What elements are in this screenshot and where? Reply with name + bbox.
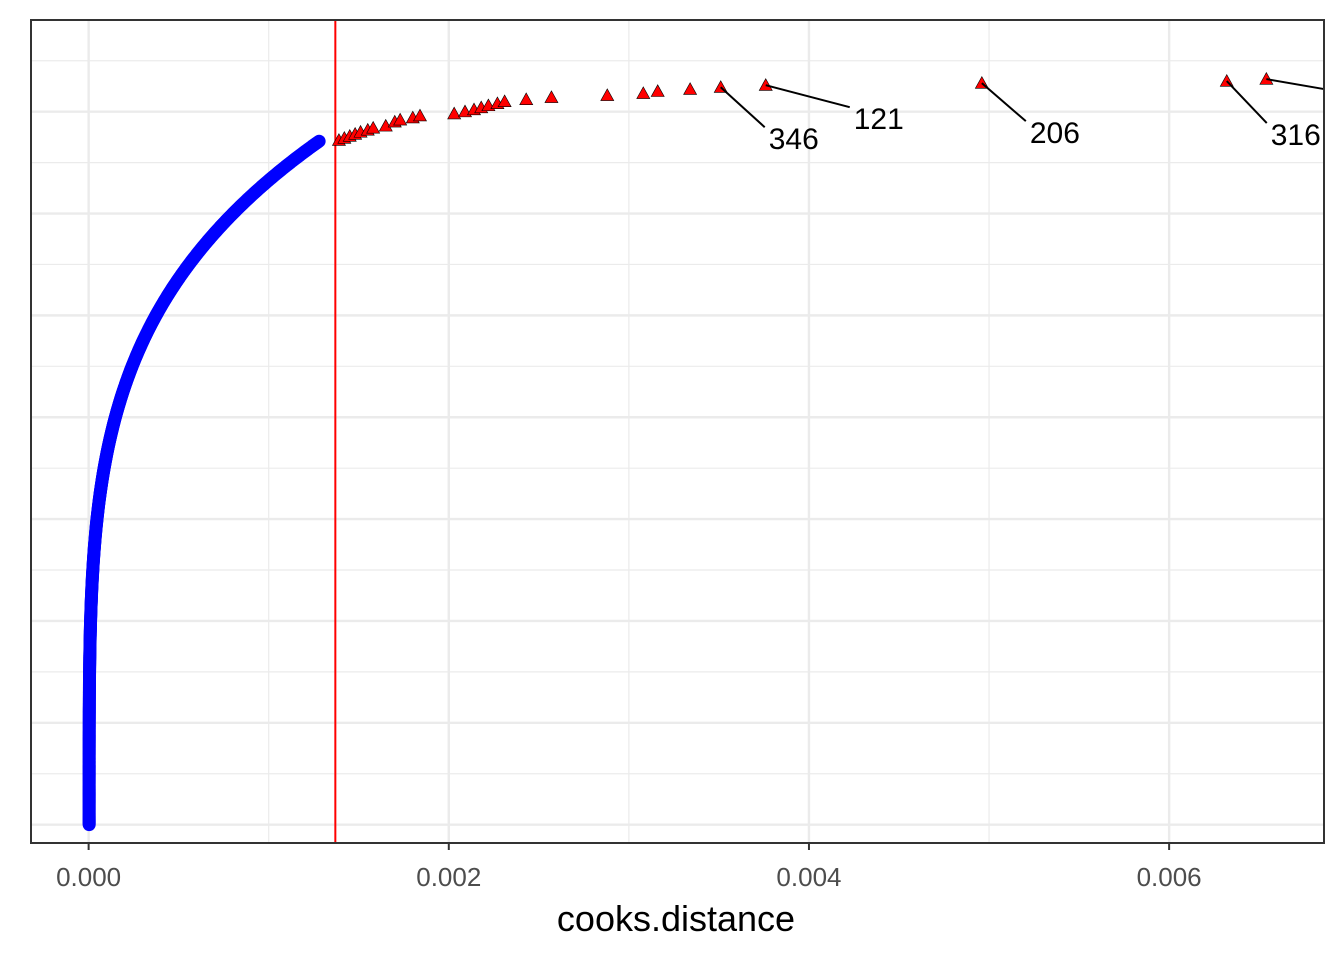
labels-layer: 346 121 206 316 — [720, 78, 1325, 156]
point-label-121: 121 — [854, 103, 904, 136]
x-tick-label: 0.006 — [1137, 862, 1202, 892]
influential-point — [758, 78, 773, 91]
label-leader-line — [1266, 78, 1325, 91]
influential-point — [636, 86, 651, 99]
panel-border — [30, 19, 1325, 844]
influential-point — [393, 112, 408, 126]
point-label-316: 316 — [1271, 119, 1321, 152]
label-leader-line — [981, 82, 1027, 122]
influential-point — [412, 108, 427, 122]
normal-point — [312, 134, 326, 148]
x-axis-title: cooks.distance — [557, 898, 795, 939]
influential-point — [683, 82, 698, 95]
influential-point — [447, 106, 462, 120]
influential-point — [650, 84, 665, 97]
x-tick-label: 0.000 — [56, 862, 121, 892]
influential-point — [497, 94, 512, 107]
point-label-206: 206 — [1030, 117, 1080, 150]
grid-layer — [31, 20, 1324, 843]
influential-point — [366, 120, 381, 134]
label-leader-line — [720, 86, 766, 128]
points-layer — [82, 71, 1274, 832]
x-tick-label: 0.002 — [416, 862, 481, 892]
influential-point — [519, 92, 534, 105]
influential-point — [1259, 71, 1274, 85]
influential-point — [544, 90, 559, 103]
point-label-346: 346 — [769, 123, 819, 156]
label-leader-line — [1226, 80, 1268, 124]
x-tick-label: 0.004 — [776, 862, 841, 892]
label-leader-line — [765, 84, 850, 109]
influential-point — [600, 88, 615, 101]
x-axis-ticks: 0.000 0.002 0.004 0.006 — [56, 843, 1202, 892]
